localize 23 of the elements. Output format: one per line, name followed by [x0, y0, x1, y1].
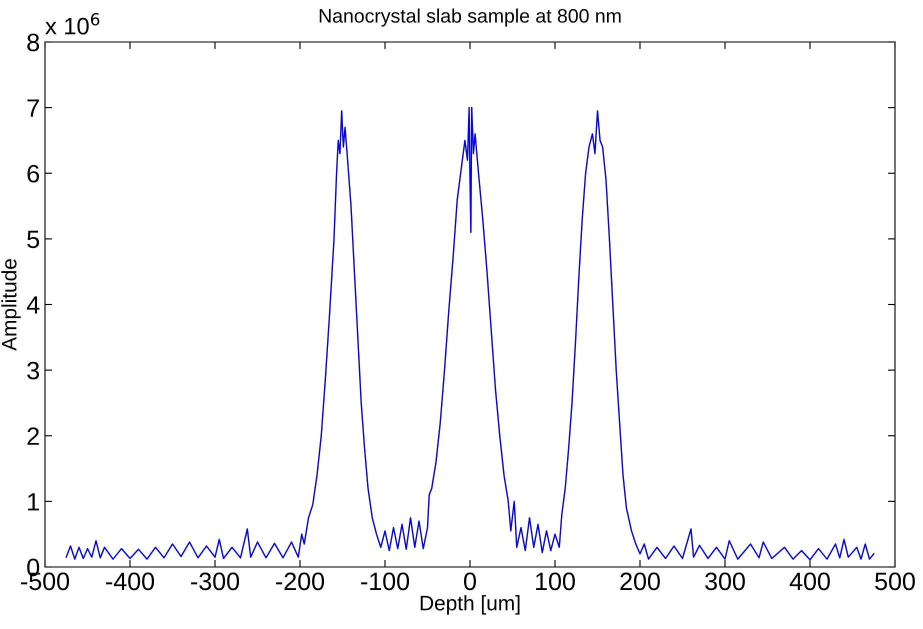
x-tick-label: 200: [620, 572, 660, 590]
x-tick-label: -200: [276, 572, 324, 590]
x-tick-label: -300: [191, 572, 240, 590]
x-tick-label: 300: [705, 572, 745, 590]
x-tick-label: -100: [361, 572, 410, 590]
x-tick-label: -400: [106, 572, 154, 590]
y-tick-label: 8: [27, 34, 40, 52]
y-tick-label: 3: [27, 362, 40, 380]
y-tick-label: 7: [28, 99, 39, 117]
y-tick-label: 4: [26, 296, 40, 314]
x-tick-label: 0: [464, 572, 476, 590]
y-axis-title: Amplitude: [1, 259, 21, 351]
y-tick-label: 2: [27, 427, 39, 445]
text: x 10$^{6}$: [45, 12, 100, 35]
y-tick-label: 6: [28, 164, 40, 183]
y-tick-label: 5: [27, 230, 40, 248]
x-tick-label: 500: [875, 572, 915, 590]
y-tick-label: 1: [28, 493, 39, 510]
x-tick-label: 100: [536, 572, 575, 590]
line-series: [66, 106, 874, 560]
x-axis-title: Depth [um]: [420, 595, 520, 615]
x-tick-label: 400: [790, 572, 830, 590]
chart-title: Nanocrystal slab sample at 800 nm: [320, 8, 621, 27]
